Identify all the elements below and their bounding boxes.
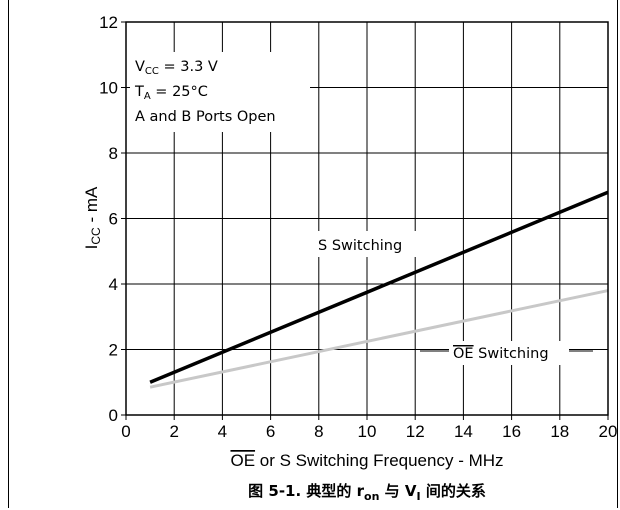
series-label-s-switching: S Switching — [318, 238, 402, 254]
condition-vcc: VCC = 3.3 V — [135, 59, 218, 77]
x-tick-label: 16 — [502, 422, 521, 441]
series-layer — [149, 190, 609, 389]
x-tick-label: 14 — [454, 422, 473, 441]
y-tick-label: 10 — [99, 79, 118, 98]
y-tick-label: 6 — [109, 210, 118, 229]
figure-frame — [8, 0, 618, 508]
y-tick-label: 2 — [109, 341, 118, 360]
y-tick-label: 12 — [99, 13, 118, 32]
x-tick-label: 2 — [169, 422, 178, 441]
x-axis-title: OE or S Switching Frequency - MHz — [230, 451, 503, 470]
y-tick-label: 8 — [109, 144, 118, 163]
oe-overline-text: OE — [453, 346, 474, 362]
x-tick-label: 4 — [218, 422, 227, 441]
oe-switching-label-bg — [449, 341, 569, 365]
x-tick-label: 18 — [550, 422, 569, 441]
x-tick-label: 12 — [406, 422, 425, 441]
s-switching-label-bg — [312, 231, 422, 257]
series-label-oe-switching: OE Switching — [453, 346, 549, 362]
x-tick-label: 0 — [121, 422, 130, 441]
series-line-s-switching — [149, 190, 609, 384]
condition-ta: TA = 25°C — [134, 84, 208, 102]
x-tick-label: 8 — [314, 422, 323, 441]
y-tick-label: 4 — [109, 275, 118, 294]
condition-ports: A and B Ports Open — [135, 109, 276, 125]
x-tick-label: 10 — [358, 422, 377, 441]
figure-caption: 图 5-1. 典型的 ron 与 VI 间的关系 — [248, 482, 486, 503]
tick-labels: 0 2 4 6 8 10 12 14 16 18 20 0 2 4 6 8 10 12 — [99, 13, 617, 441]
series-line-oe-switching — [149, 289, 609, 389]
conditions-box — [130, 52, 310, 132]
y-axis-title: ICC - mA — [82, 186, 103, 249]
y-tick-label: 0 — [109, 406, 118, 425]
x-tick-label: 6 — [266, 422, 275, 441]
x-tick-label: 20 — [599, 422, 618, 441]
